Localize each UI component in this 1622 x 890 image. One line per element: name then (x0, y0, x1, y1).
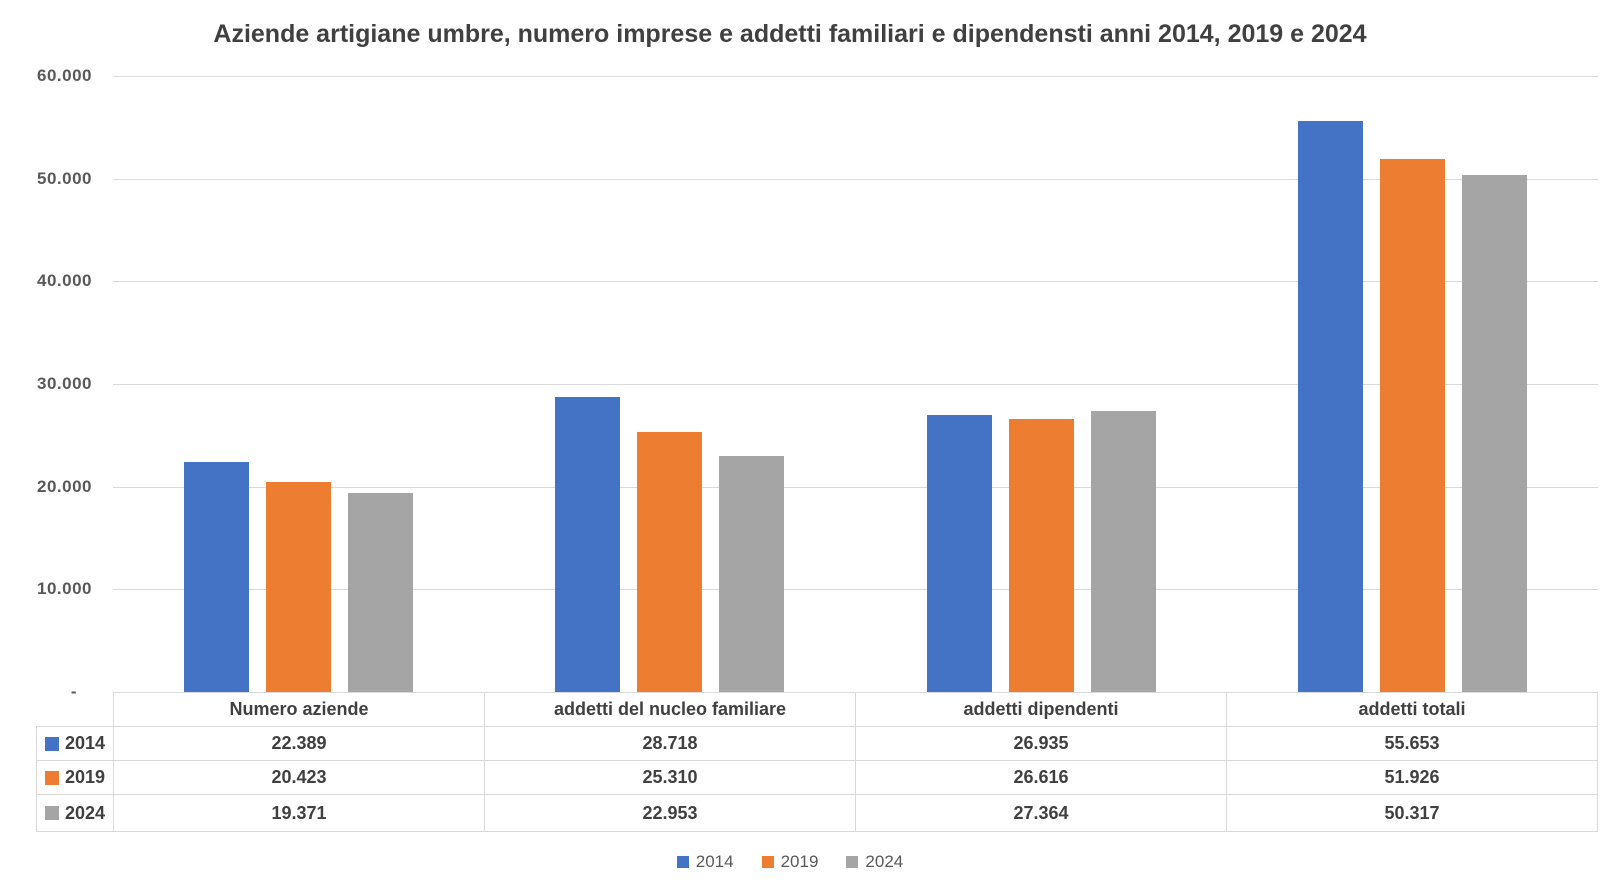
series-name-label: 2014 (64, 733, 106, 753)
table-category-header: addetti totali (1226, 692, 1598, 727)
series-name-label: 2019 (64, 767, 106, 787)
legend-item-2019: 2019 (761, 852, 819, 872)
bar-2019 (266, 482, 332, 692)
y-axis-tick-label: 40.000 (37, 271, 92, 291)
bar-2014 (926, 415, 992, 692)
table-category-header: addetti dipendenti (855, 692, 1227, 727)
bar-group-4 (1227, 76, 1598, 692)
table-row-2014: 2014 22.389 28.718 26.935 55.653 (36, 726, 1598, 761)
table-value-cell: 50.317 (1226, 794, 1598, 832)
table-category-header: addetti del nucleo familiare (484, 692, 856, 727)
y-axis-tick-label: 10.000 (37, 579, 92, 599)
table-row-header: 2019 (36, 760, 114, 795)
bar-2024 (1461, 175, 1527, 692)
bar-group-2 (484, 76, 855, 692)
y-axis-tick-label: 30.000 (37, 374, 92, 393)
legend-label: 2014 (695, 852, 734, 871)
gridline (113, 76, 1598, 77)
series-swatch-icon (44, 806, 59, 820)
table-corner-cell (37, 693, 114, 727)
legend: 2014 2019 2024 (0, 852, 1580, 872)
chart-title: Aziende artigiane umbre, numero imprese … (213, 20, 1367, 48)
series-swatch-icon (44, 770, 59, 785)
table-value-cell: 55.653 (1226, 726, 1598, 761)
table-value-cell: 25.310 (484, 760, 856, 795)
legend-item-2014: 2014 (676, 852, 734, 872)
y-axis-tick-label: - (70, 682, 77, 701)
table-value-cell: 20.423 (113, 760, 485, 795)
series-swatch-icon (44, 736, 59, 751)
table-value-cell: 22.953 (484, 794, 856, 832)
table-value-cell: 26.935 (855, 726, 1227, 761)
gridline (113, 486, 1598, 488)
series-name-label: 2024 (64, 802, 106, 823)
y-axis-tick-label: 50.000 (37, 168, 92, 188)
legend-label: 2019 (780, 852, 819, 871)
bar-group-3 (856, 76, 1227, 692)
legend-swatch-icon (846, 856, 859, 868)
gridline (113, 384, 1598, 385)
bar-2024 (348, 493, 414, 692)
bar-2014 (184, 462, 250, 692)
gridline (113, 589, 1598, 591)
table-row-2024: 2024 19.371 22.953 27.364 50.317 (36, 794, 1598, 832)
bar-2014 (555, 397, 621, 692)
bar-2019 (1008, 418, 1074, 692)
bar-2014 (1297, 120, 1363, 692)
legend-swatch-icon (761, 856, 774, 868)
table-row-2019: 2019 20.423 25.310 26.616 51.926 (36, 760, 1598, 795)
y-axis-tick-label: 60.000 (37, 66, 92, 85)
legend-label: 2024 (865, 852, 904, 871)
table-row-header: 2014 (36, 726, 114, 761)
bar-2024 (719, 456, 785, 692)
table-category-header: Numero aziende (113, 692, 485, 727)
bar-2019 (637, 432, 703, 692)
table-value-cell: 27.364 (855, 794, 1227, 832)
legend-item-2024: 2024 (846, 852, 903, 872)
bar-2019 (1379, 158, 1445, 692)
y-axis-tick-label: 20.000 (37, 476, 92, 496)
table-row-header: 2024 (36, 794, 114, 832)
table-value-cell: 28.718 (484, 726, 856, 761)
bar-2024 (1090, 411, 1156, 692)
table-value-cell: 22.389 (113, 726, 485, 761)
table-value-cell: 26.616 (855, 760, 1227, 795)
bar-group-1 (113, 76, 484, 692)
y-axis: 60.000 50.000 40.000 30.000 20.000 10.000 - (0, 66, 92, 701)
table-value-cell: 51.926 (1226, 760, 1598, 795)
table-value-cell: 19.371 (113, 794, 485, 832)
data-table: Numero aziende addetti del nucleo familia… (36, 692, 1598, 832)
plot-area (113, 76, 1598, 693)
table-header-row: Numero aziende addetti del nucleo familia… (37, 692, 1598, 727)
legend-swatch-icon (676, 856, 689, 868)
gridline (113, 281, 1598, 283)
gridline (113, 178, 1598, 180)
